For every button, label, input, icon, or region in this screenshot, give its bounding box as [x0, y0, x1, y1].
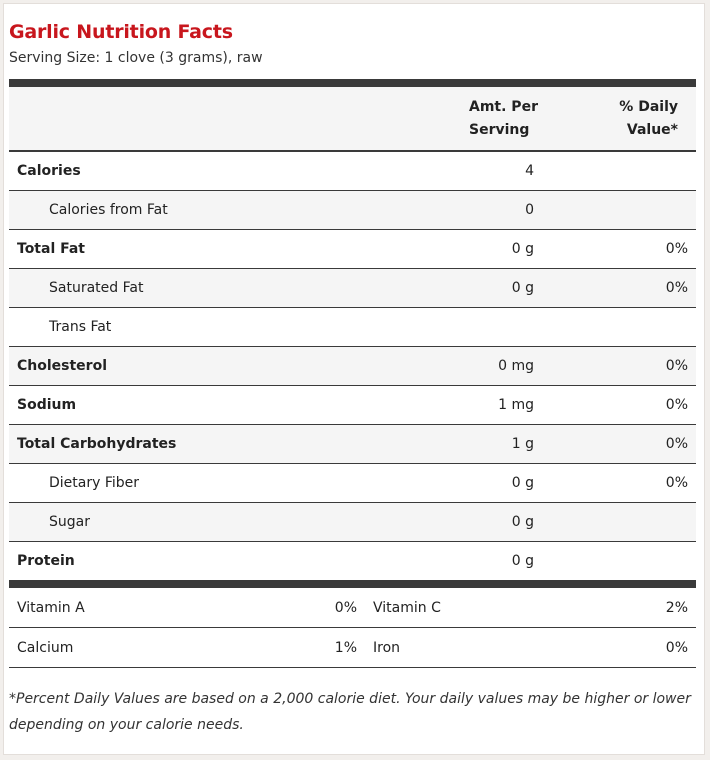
nutrient-name: Total Fat — [17, 241, 86, 257]
table-row: Sodium 1 mg 0% — [9, 386, 696, 425]
nutrient-amount: 0 g — [511, 475, 534, 491]
daily-value-column-header: % Daily Value* — [619, 87, 678, 150]
nutrient-name: Sugar — [49, 514, 90, 530]
table-row: Cholesterol 0 mg 0% — [9, 347, 696, 386]
table-row: Sugar 0 g — [9, 503, 696, 542]
nutrient-amount: 0 g — [511, 553, 534, 569]
dv-header-line2: Value* — [626, 121, 678, 138]
vitamin-row: Vitamin A 0% Vitamin C 2% — [9, 588, 696, 628]
vitamin-row: Calcium 1% Iron 0% — [9, 628, 696, 668]
nutrient-name: Calories — [17, 163, 81, 179]
nutrient-dv: 0% — [665, 358, 688, 374]
nutrient-name: Protein — [17, 553, 75, 569]
table-row: Protein 0 g — [9, 542, 696, 580]
vitamin-name: Vitamin A — [17, 599, 85, 616]
table-row: Saturated Fat 0 g 0% — [9, 269, 696, 308]
vitamin-value: 0% — [665, 639, 688, 656]
dv-header-line1: % Daily — [619, 98, 678, 115]
middle-thick-rule — [9, 580, 696, 588]
nutrient-dv: 0% — [665, 280, 688, 296]
vitamin-name: Iron — [373, 639, 401, 656]
nutrient-amount: 4 — [525, 163, 534, 179]
top-thick-rule — [9, 79, 696, 87]
vitamin-value: 2% — [665, 599, 688, 616]
amount-header-line1: Amt. Per — [469, 98, 538, 115]
vitamin-name: Calcium — [17, 639, 74, 656]
nutrient-amount: 1 mg — [498, 397, 534, 413]
nutrient-name: Calories from Fat — [49, 202, 168, 218]
table-row: Total Fat 0 g 0% — [9, 230, 696, 269]
nutrient-amount: 0 g — [511, 514, 534, 530]
vitamin-name: Vitamin C — [373, 599, 441, 616]
table-header-row: Amt. Per Serving % Daily Value* — [9, 87, 696, 152]
nutrient-name: Trans Fat — [49, 319, 112, 335]
nutrient-dv: 0% — [665, 241, 688, 257]
table-row: Calories from Fat 0 — [9, 191, 696, 230]
nutrient-amount: 0 mg — [498, 358, 534, 374]
nutrient-dv: 0% — [665, 436, 688, 452]
vitamin-value: 1% — [334, 639, 357, 656]
serving-size: Serving Size: 1 clove (3 grams), raw — [9, 50, 263, 66]
table-row: Calories 4 — [9, 152, 696, 191]
nutrient-dv: 0% — [665, 475, 688, 491]
nutrient-amount: 1 g — [511, 436, 534, 452]
nutrient-name: Dietary Fiber — [49, 475, 140, 491]
nutrient-amount: 0 g — [511, 241, 534, 257]
daily-value-footnote: *Percent Daily Values are based on a 2,0… — [9, 691, 691, 733]
nutrient-name: Saturated Fat — [49, 280, 144, 296]
nutrient-amount: 0 — [525, 202, 534, 218]
nutrient-name: Total Carbohydrates — [17, 436, 177, 452]
nutrient-name: Sodium — [17, 397, 77, 413]
nutrient-amount: 0 g — [511, 280, 534, 296]
amount-column-header: Amt. Per Serving — [469, 87, 538, 150]
nutrition-table: Amt. Per Serving % Daily Value* Calories… — [9, 79, 696, 668]
table-row: Dietary Fiber 0 g 0% — [9, 464, 696, 503]
nutrient-dv: 0% — [665, 397, 688, 413]
vitamin-value: 0% — [334, 599, 357, 616]
amount-header-line2: Serving — [469, 121, 530, 138]
page-title: Garlic Nutrition Facts — [9, 21, 233, 43]
table-row: Trans Fat — [9, 308, 696, 347]
table-row: Total Carbohydrates 1 g 0% — [9, 425, 696, 464]
nutrient-name: Cholesterol — [17, 358, 107, 374]
